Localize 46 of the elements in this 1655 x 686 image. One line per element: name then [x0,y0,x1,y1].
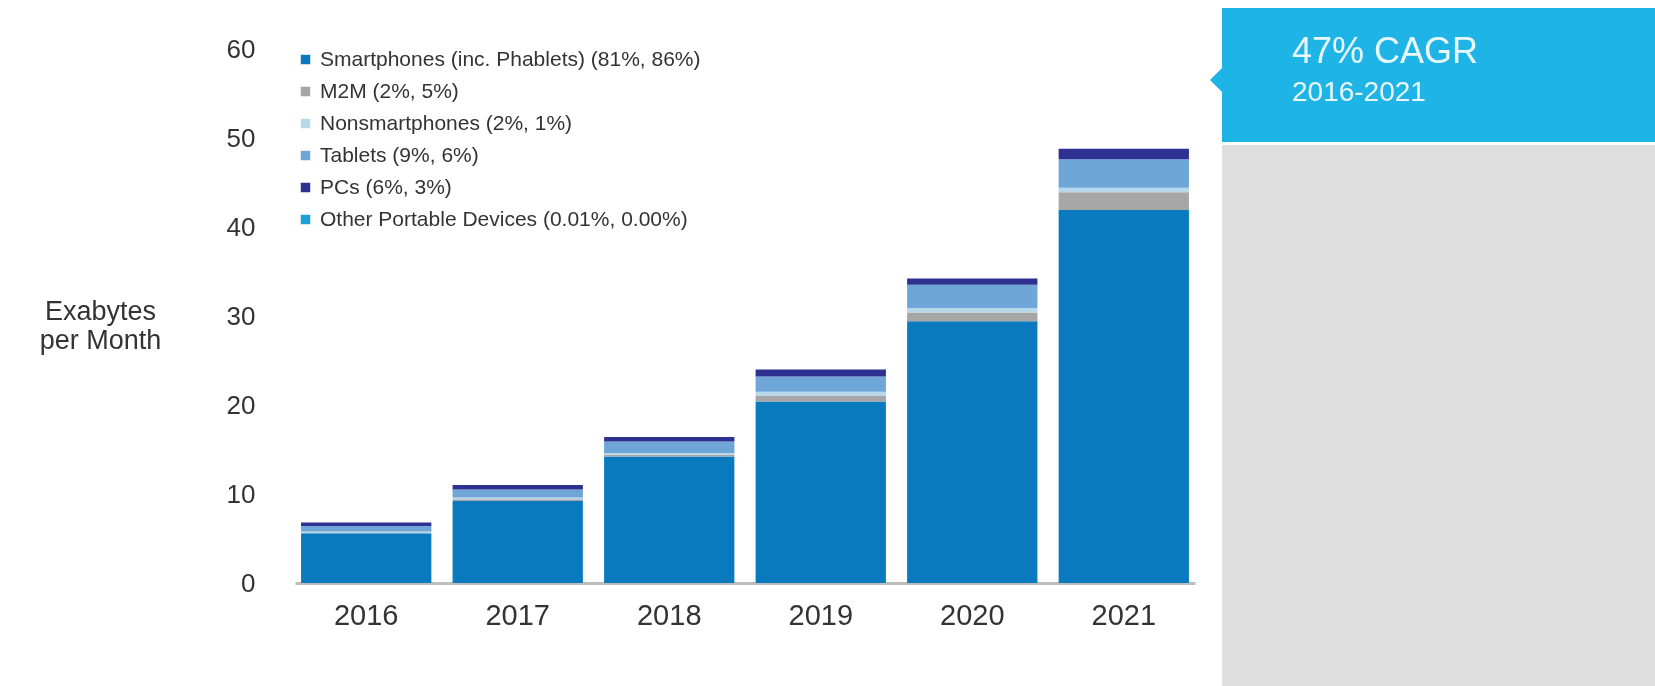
bar [1058,159,1189,188]
bar [604,441,735,454]
bar [755,401,886,583]
legend-label: Smartphones (inc. Phablets) (81%, 86%) [320,46,701,70]
bar [1058,210,1189,583]
y-tick-label: 50 [226,122,256,153]
x-tick-label: 2019 [788,598,854,631]
bar [755,391,886,397]
x-tick-label: 2017 [485,598,550,631]
x-tick-label: 2020 [940,598,1005,631]
bar [907,284,1038,308]
legend-label: M2M (2%, 5%) [320,78,459,102]
text: 47% CAGR [1292,30,1480,72]
bar [907,307,1038,313]
bar [1058,187,1189,193]
y-axis-title: Exabytes per Month [39,295,162,355]
bar [452,501,583,583]
x-tick-label: 2021 [1091,598,1157,631]
bar [301,533,432,583]
bar [1058,148,1189,160]
bar [452,485,583,490]
legend-label: PCs (6%, 3%) [320,174,452,198]
y-tick-label: 0 [241,567,256,598]
bar [604,437,735,442]
y-tick-label: 10 [226,478,256,509]
legend-label: Other Portable Devices (0.01%, 0.00%) [320,206,688,230]
text: 2016-2021 [1292,76,1427,108]
bar [755,369,886,377]
x-tick-label: 2018 [636,598,702,631]
bar [907,321,1038,583]
bar [301,522,432,527]
bar [907,278,1038,285]
bar [1058,192,1189,211]
x-tick-label: 2016 [333,598,399,631]
legend-label: Nonsmartphones (2%, 1%) [320,110,573,134]
bar [907,312,1038,322]
bar [301,526,432,532]
bar [755,376,886,392]
bar [755,396,886,402]
y-tick-label: 30 [226,300,256,331]
bar [604,456,735,583]
legend-label: Tablets (9%, 6%) [320,142,479,166]
y-tick-label: 60 [226,33,256,64]
bar [452,489,583,498]
y-tick-label: 20 [226,389,256,420]
y-tick-label: 40 [226,211,256,242]
